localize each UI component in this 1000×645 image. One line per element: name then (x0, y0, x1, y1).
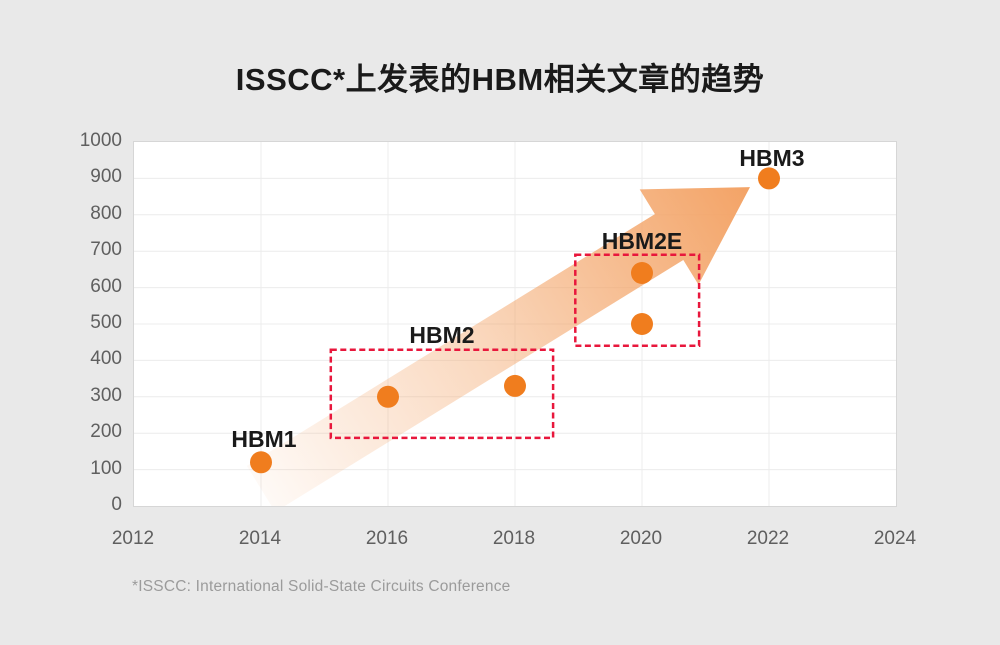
y-tick-label: 200 (90, 421, 122, 442)
y-tick-label: 400 (90, 348, 122, 369)
y-tick-label: 900 (90, 166, 122, 187)
data-point (504, 374, 526, 397)
plot-area: HBM1 HBM2 HBM2E HBM3 (133, 141, 897, 507)
group-boxes (329, 253, 701, 440)
data-points (250, 167, 780, 474)
y-tick-label: 500 (90, 312, 122, 333)
y-tick-label: 1000 (79, 130, 122, 151)
data-point (631, 262, 653, 284)
annotation-label: HBM1 (231, 426, 297, 452)
chart-title: ISSCC*上发表的HBM相关文章的趋势 (235, 62, 765, 97)
annotation-label: HBM2E (601, 228, 683, 254)
data-point (631, 313, 653, 335)
y-tick-label: 0 (111, 494, 122, 515)
y-tick-label: 800 (90, 203, 122, 224)
x-tick-label: 2020 (619, 528, 663, 549)
x-tick-label: 2014 (238, 528, 282, 549)
annotation-label: HBM2 (409, 322, 475, 348)
plot-canvas (134, 142, 896, 506)
data-point (250, 451, 272, 474)
y-tick-label: 700 (90, 239, 122, 260)
group-box (329, 348, 555, 440)
x-tick-label: 2024 (873, 528, 917, 549)
data-point (758, 167, 780, 190)
y-tick-label: 300 (90, 385, 122, 406)
x-tick-label: 2018 (492, 528, 536, 549)
x-tick-label: 2012 (111, 528, 155, 549)
x-tick-label: 2016 (365, 528, 409, 549)
data-point (377, 385, 399, 408)
x-tick-label: 2022 (746, 528, 790, 549)
group-box (574, 253, 701, 348)
annotation-label: HBM3 (739, 145, 805, 171)
y-tick-label: 600 (90, 276, 122, 297)
y-tick-label: 100 (90, 458, 122, 479)
trend-arrow (246, 187, 750, 506)
footnote: *ISSCC: International Solid-State Circui… (132, 578, 511, 595)
